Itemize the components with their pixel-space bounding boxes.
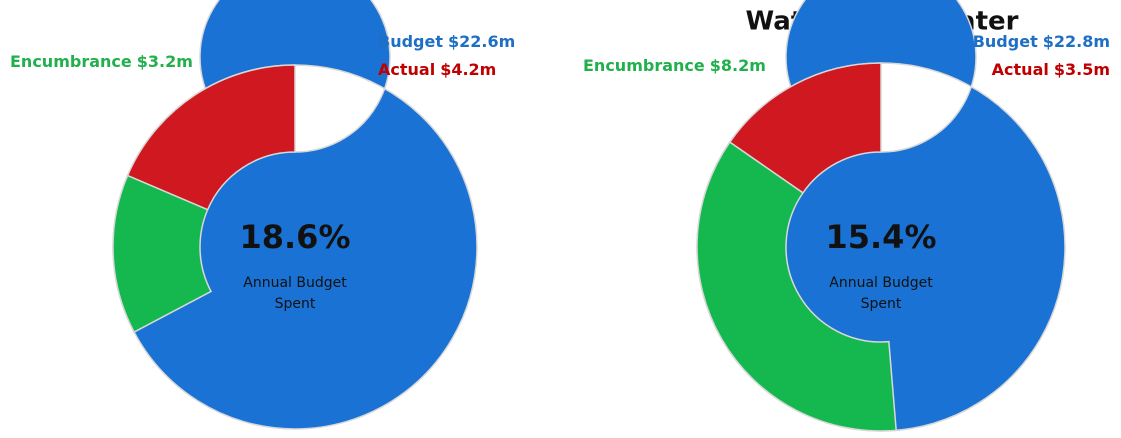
segment-value: $22.6m bbox=[448, 32, 515, 51]
segment-value: $8.2m bbox=[710, 56, 766, 75]
center-caption: Annual Budget bbox=[243, 275, 347, 291]
segment-value: $3.2m bbox=[137, 52, 193, 71]
center-value: 18.6% bbox=[239, 218, 350, 256]
center-value: 15.4% bbox=[825, 218, 936, 256]
segment-name: Actual bbox=[992, 60, 1049, 79]
segment-name: Encumbrance bbox=[10, 52, 132, 71]
segment-name: Encumbrance bbox=[583, 56, 705, 75]
segment-label: Encumbrance $8.2m bbox=[583, 56, 766, 75]
donut-segment bbox=[696, 141, 898, 432]
segment-name: Actual bbox=[378, 60, 435, 79]
segment-label: Actual $3.5m bbox=[992, 60, 1110, 79]
segment-label: Budget $22.6m bbox=[378, 32, 515, 51]
center-caption: Spent bbox=[275, 296, 316, 312]
center-caption: Spent bbox=[861, 296, 902, 312]
segment-name: Budget bbox=[378, 32, 443, 51]
donut-segment bbox=[126, 64, 296, 211]
segment-label: Encumbrance $3.2m bbox=[10, 52, 193, 71]
segment-label: Budget $22.8m bbox=[973, 32, 1110, 51]
segment-value: $22.8m bbox=[1043, 32, 1110, 51]
segment-label: Actual $4.2m bbox=[378, 60, 496, 79]
segment-value: $4.2m bbox=[440, 60, 496, 79]
donut-chart: Water/WastewaterBudget$22.8mActual$3.5mE… bbox=[583, 0, 1110, 432]
center-caption: Annual Budget bbox=[829, 275, 933, 291]
segment-name: Budget bbox=[973, 32, 1038, 51]
segment-value: $3.5m bbox=[1054, 60, 1110, 79]
donut-segment bbox=[112, 174, 213, 334]
donut-chart: ElectricBudget$22.6mActual$4.2mEncumbran… bbox=[10, 0, 515, 430]
